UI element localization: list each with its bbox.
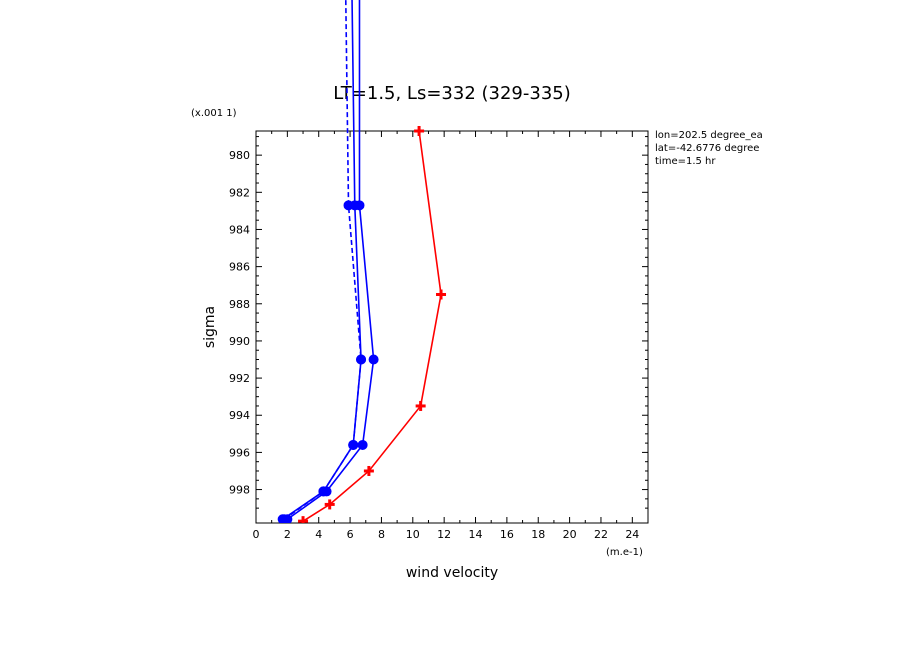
series-line <box>283 0 362 520</box>
y-tick-label: 988 <box>229 298 250 311</box>
info-time: time=1.5 hr <box>655 156 716 167</box>
x-tick-label: 4 <box>315 528 322 541</box>
y-axis-title: sigma <box>202 306 218 348</box>
series-line <box>302 130 442 522</box>
series-point <box>436 289 447 300</box>
series-point <box>298 516 309 523</box>
y-tick-label: 996 <box>229 446 250 459</box>
x-tick-label: 12 <box>437 528 451 541</box>
y-tick-label: 992 <box>229 372 250 385</box>
series-point <box>414 126 425 136</box>
series-point <box>318 486 329 497</box>
series-line <box>282 0 362 520</box>
series-point <box>279 514 290 523</box>
series-point <box>368 354 379 365</box>
series-point <box>415 400 426 411</box>
series-layer <box>277 0 447 523</box>
y-tick-label: 986 <box>229 261 250 274</box>
y-axis: 980 982 984 986 988 990 992 994 996 998 <box>229 136 648 509</box>
info-lon: lon=202.5 degree_ea <box>655 130 763 141</box>
x-tick-label: 8 <box>378 528 385 541</box>
x-axis: 0 2 4 6 8 10 12 14 16 18 20 22 24 <box>253 131 649 541</box>
x-tick-label: 24 <box>625 528 639 541</box>
series-point <box>343 200 354 211</box>
y-tick-label: 982 <box>229 186 250 199</box>
plot-frame <box>255 130 649 524</box>
y-tick-label: 984 <box>229 223 250 236</box>
series-point <box>357 439 368 450</box>
series-point <box>348 439 359 450</box>
y-unit-label: (x.001 1) <box>191 108 237 119</box>
x-tick-label: 2 <box>284 528 291 541</box>
info-lat: lat=-42.6776 degree <box>655 143 759 154</box>
y-tick-label: 994 <box>229 409 250 422</box>
series-line <box>286 0 375 520</box>
x-tick-label: 16 <box>500 528 514 541</box>
y-tick-label: 990 <box>229 335 250 348</box>
x-unit-label: (m.e-1) <box>606 547 643 558</box>
x-tick-label: 18 <box>531 528 545 541</box>
x-tick-label: 22 <box>594 528 608 541</box>
y-tick-label: 980 <box>229 149 250 162</box>
chart-title: LT=1.5, Ls=332 (329-335) <box>333 83 571 104</box>
series-point <box>324 499 335 510</box>
x-tick-label: 0 <box>253 528 260 541</box>
series-point <box>363 465 374 476</box>
info-block: lon=202.5 degree_ea lat=-42.6776 degree … <box>655 130 763 167</box>
x-tick-label: 20 <box>563 528 577 541</box>
x-axis-title: wind velocity <box>406 565 498 581</box>
series-point <box>356 354 367 365</box>
x-tick-label: 6 <box>347 528 354 541</box>
info-clip-mask <box>779 125 819 170</box>
y-tick-label: 998 <box>229 484 250 497</box>
x-tick-label: 14 <box>469 528 483 541</box>
x-tick-label: 10 <box>406 528 420 541</box>
